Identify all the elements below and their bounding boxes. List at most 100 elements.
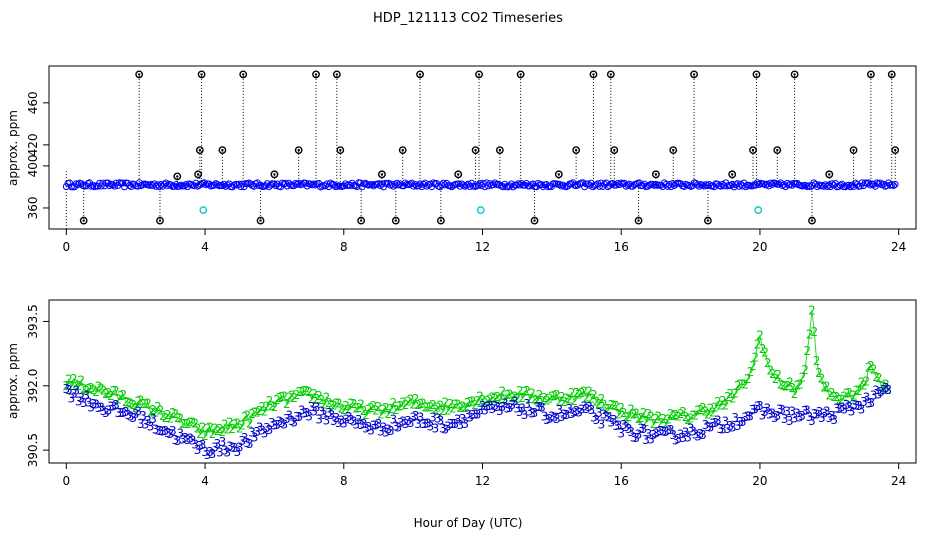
series-3-point: 3: [251, 430, 259, 444]
series-3-point: 3: [721, 415, 729, 429]
series-2-point: 2: [474, 394, 482, 408]
series-3-point: 3: [749, 403, 757, 417]
spike-point-center: [672, 148, 675, 152]
series-3-point: 3: [769, 406, 777, 420]
series-2-point: 2: [367, 401, 375, 415]
series-2-point: 2: [853, 384, 861, 398]
series-2-point: 2: [498, 385, 506, 399]
series-3-point: 3: [67, 391, 75, 405]
band-point: [119, 179, 127, 187]
series-3-point: 3: [273, 418, 281, 432]
series-3-point: 3: [147, 420, 155, 434]
series-2-point: 2: [630, 408, 638, 422]
series-3-point: 3: [337, 414, 345, 428]
series-2-point: 2: [679, 405, 687, 419]
series-3-point: 3: [702, 418, 710, 432]
bottom-x-tick-label: 0: [63, 474, 71, 488]
series-2-point: 2: [231, 418, 239, 432]
series-3-point: 3: [105, 403, 113, 417]
series-2-point: 2: [503, 388, 511, 402]
series-3-point: 3: [461, 417, 469, 431]
series-2-point: 2: [323, 391, 331, 405]
series-2-point: 2: [271, 400, 279, 414]
series-2-point: 2: [840, 389, 848, 403]
series-3-point: 3: [233, 445, 241, 459]
band-point: [534, 179, 542, 187]
band-point: [411, 181, 419, 189]
series-2-point: 2: [119, 388, 127, 402]
band-point: [109, 181, 117, 189]
series-2-point: 2: [172, 407, 180, 421]
top-x-tick-label: 20: [752, 240, 767, 254]
series-3-point: 3: [226, 439, 234, 453]
series-2-point: 2: [777, 378, 785, 392]
band-point: [785, 181, 793, 189]
series-2-point: 2: [337, 402, 345, 416]
series-3-point: 3: [746, 410, 754, 424]
series-2-point: 2: [486, 392, 494, 406]
band-point: [391, 181, 399, 189]
series-2-point: 2: [749, 359, 757, 373]
series-2-point: 2: [563, 392, 571, 406]
series-3-point: 3: [568, 407, 576, 421]
spike-point: [195, 146, 204, 155]
spike-point-center: [613, 148, 616, 152]
band-point: [694, 181, 702, 189]
band-point: [481, 183, 489, 191]
series-3-point: 3: [796, 410, 804, 424]
series-2-point: 2: [134, 395, 142, 409]
series-2-point: 2: [107, 389, 115, 403]
spike-point: [773, 146, 782, 155]
series-2-point: 2: [159, 409, 167, 423]
spike-point-center: [533, 219, 536, 222]
series-2-point: 2: [791, 387, 799, 401]
series-2-point: 2: [258, 400, 266, 414]
series-3-point: 3: [333, 411, 341, 425]
spike-point: [256, 216, 265, 225]
series-2-point: 2: [241, 410, 249, 424]
series-2-point: 2: [164, 408, 172, 422]
series-3-point: 3: [536, 400, 544, 414]
series-2-point: 2: [568, 386, 576, 400]
spike-point-center: [339, 148, 342, 152]
band-point: [880, 180, 888, 188]
series-3-point: 3: [642, 433, 650, 447]
series-3-point: 3: [744, 410, 752, 424]
band-point: [341, 180, 349, 188]
series-3-point: 3: [63, 382, 71, 396]
spike-point-center: [401, 148, 404, 152]
top-x-tick-label: 4: [201, 240, 209, 254]
spike-point-center: [200, 73, 203, 76]
series-3-point: 3: [498, 400, 506, 414]
series-3-point: 3: [734, 419, 742, 433]
series-3-point: 3: [154, 423, 162, 437]
series-2-point: 2: [238, 418, 246, 432]
spike-point: [669, 146, 678, 155]
series-2-point: 2: [221, 418, 229, 432]
spike-point: [634, 216, 643, 225]
series-2-point: 2: [100, 384, 108, 398]
series-3-point: 3: [139, 409, 147, 423]
series-2-point: 2: [310, 387, 318, 401]
series-3-point: 3: [95, 401, 103, 415]
series-2-point: 2: [152, 405, 160, 419]
series-3-point: 3: [256, 421, 264, 435]
series-3-point: 3: [806, 410, 814, 424]
series-3-point: 3: [736, 415, 744, 429]
series-3-point: 3: [853, 399, 861, 413]
series-3-point: 3: [855, 399, 863, 413]
series-3-point: 3: [278, 416, 286, 430]
spike-point: [610, 146, 619, 155]
series-2-point: 2: [484, 394, 492, 408]
series-3-point: 3: [204, 448, 212, 462]
series-2-point: 2: [385, 407, 393, 421]
series-2-point: 2: [632, 406, 640, 420]
series-2-point: 2: [774, 368, 782, 382]
series-3-point: 3: [276, 414, 284, 428]
series-3-point: 3: [756, 399, 764, 413]
series-2-point: 2: [157, 404, 165, 418]
band-point: [866, 181, 874, 189]
series-3-point: 3: [446, 417, 454, 431]
series-3-point: 3: [771, 411, 779, 425]
series-3-point: 3: [655, 425, 663, 439]
